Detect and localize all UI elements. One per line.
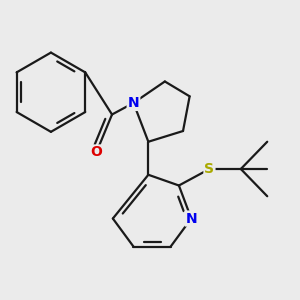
Text: S: S: [204, 162, 214, 176]
Text: O: O: [90, 146, 102, 160]
Text: N: N: [128, 96, 139, 110]
Text: N: N: [185, 212, 197, 226]
